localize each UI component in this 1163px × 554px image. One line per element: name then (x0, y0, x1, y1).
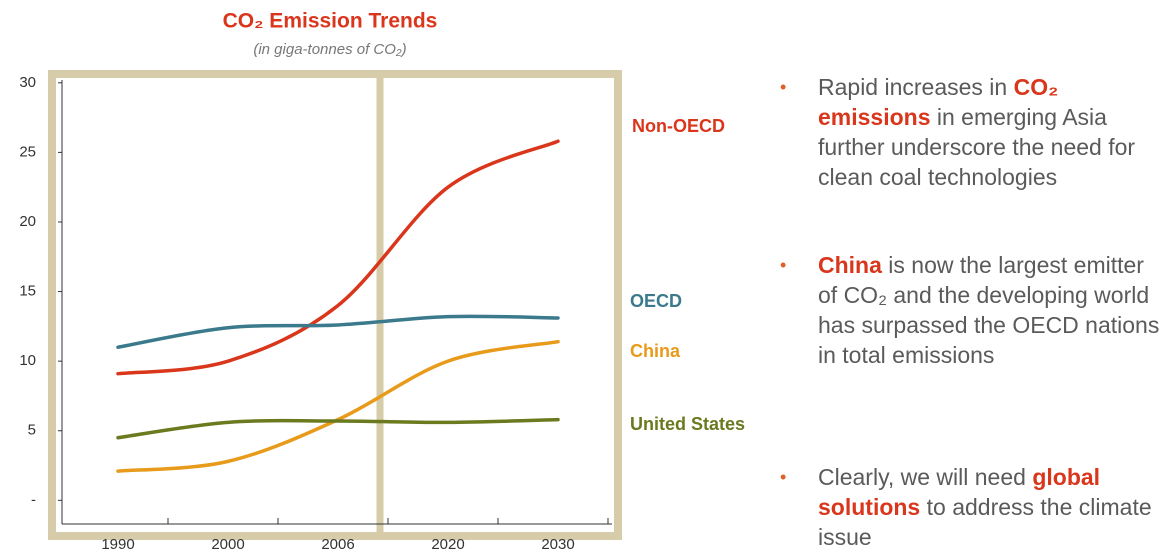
series-label: OECD (630, 291, 682, 311)
x-tick-label: 2006 (321, 536, 354, 553)
highlight-text: CO₂ emissions (818, 74, 1059, 130)
y-tick-label: 20 (19, 213, 36, 230)
y-tick-label: - (31, 491, 36, 508)
bullet-text: is now the largest emitter of CO₂ and th… (818, 252, 1160, 368)
series-line (116, 314, 560, 349)
x-tick-label: 2000 (211, 536, 244, 553)
series-label: China (630, 341, 681, 361)
chart-subtitle: (in giga-tonnes of CO₂) (253, 41, 406, 58)
series-line (116, 339, 560, 473)
x-tick-label: 2030 (541, 536, 574, 553)
series-line (116, 139, 560, 376)
x-tick-label: 1990 (101, 536, 134, 553)
y-tick-label: 5 (28, 422, 36, 439)
highlight-text: global solutions (818, 464, 1101, 520)
y-tick-label: 30 (19, 74, 36, 91)
x-tick-label: 2020 (431, 536, 464, 553)
bullet-text: in emerging Asia further underscore the … (818, 104, 1136, 190)
bullet-text: Rapid increases in (818, 74, 1014, 100)
highlight-text: China (818, 252, 882, 278)
series-label: Non-OECD (632, 116, 725, 136)
y-tick-label: 10 (19, 352, 36, 369)
series-line (116, 417, 560, 440)
bullet-text: Clearly, we will need (818, 464, 1033, 490)
chart-title: CO₂ Emission Trends (223, 10, 438, 33)
bullet: Clearly, we will need global solutions t… (776, 462, 1161, 552)
plot-frame (48, 70, 622, 540)
chart: CO₂ Emission Trends (in giga-tonnes of C… (19, 10, 745, 553)
bullet: China is now the largest emitter of CO₂ … (776, 250, 1161, 370)
bullet-text: to address the climate issue (818, 494, 1152, 550)
series-label: United States (630, 414, 745, 434)
bullet: Rapid increases in CO₂ emissions in emer… (776, 72, 1161, 192)
y-tick-label: 25 (19, 143, 36, 160)
y-tick-label: 15 (19, 283, 36, 300)
